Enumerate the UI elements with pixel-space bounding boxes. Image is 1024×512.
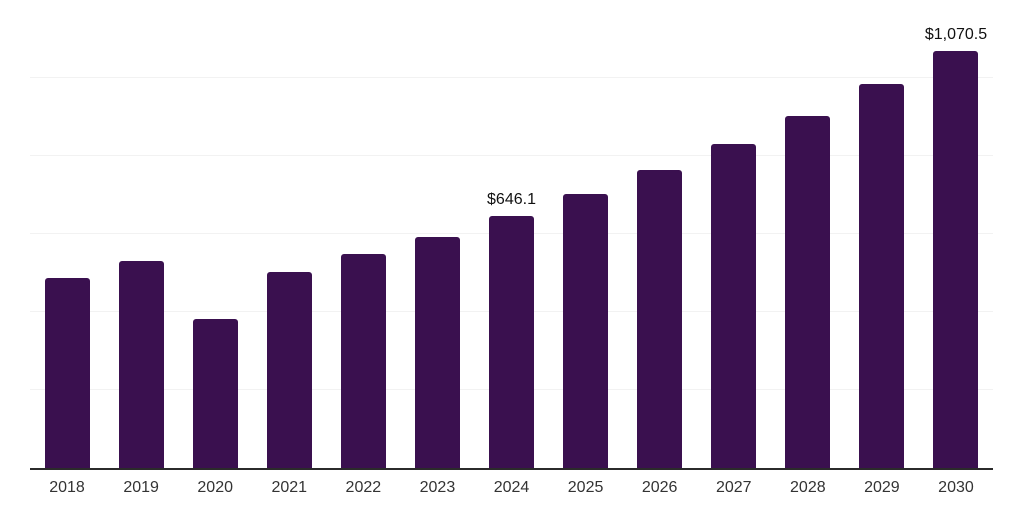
bar-2021 [266, 271, 312, 468]
x-tick-2019: 2019 [123, 479, 159, 496]
x-tick-2022: 2022 [345, 479, 382, 496]
gridline-800 [30, 155, 993, 156]
data-label-2024: $646.1 [487, 191, 536, 209]
bar-2020 [192, 319, 238, 468]
bar-slot-2029 [845, 0, 919, 468]
bar-slot-2020 [178, 0, 252, 468]
x-tick-2023: 2023 [419, 479, 456, 496]
bar-slot-2030: $1,070.5 [919, 0, 993, 468]
x-tick-2020: 2020 [197, 479, 233, 496]
x-tick-2027: 2027 [715, 479, 752, 496]
bar-slot-2022 [326, 0, 400, 468]
bar-slot-2026 [623, 0, 697, 468]
bar-slot-2019 [104, 0, 178, 468]
bar-slot-2027 [697, 0, 771, 468]
bar-slot-2021 [252, 0, 326, 468]
bar-slot-2024: $646.1 [474, 0, 548, 468]
bar-2025 [563, 193, 609, 468]
x-tick-2030: 2030 [938, 479, 974, 496]
bar-2024 [489, 216, 534, 468]
bar-slot-2028 [771, 0, 845, 468]
bar-2023 [414, 236, 460, 468]
x-tick-2025: 2025 [567, 479, 604, 496]
x-tick-2029: 2029 [864, 479, 900, 496]
bar-2019 [118, 260, 164, 468]
gridline-1000 [30, 77, 993, 78]
bar-slot-2025 [549, 0, 623, 468]
bar-2030 [933, 50, 979, 468]
bar-2027 [711, 143, 757, 468]
bar-slot-2023 [400, 0, 474, 468]
bar-2018 [44, 277, 90, 468]
bar-2028 [785, 116, 831, 468]
bars-area: $646.1 $1,070.5 [30, 0, 993, 468]
x-tick-2024: 2024 [493, 479, 530, 496]
x-tick-2021: 2021 [271, 479, 308, 496]
x-tick-2018: 2018 [49, 479, 85, 496]
x-tick-2028: 2028 [790, 479, 826, 496]
x-axis-labels: 2018 2019 2020 2021 2022 2023 2024 2025 2026 2027… [30, 470, 993, 496]
bar-2029 [859, 84, 905, 468]
bar-slot-2018 [30, 0, 104, 468]
x-tick-2026: 2026 [641, 479, 678, 496]
data-label-2030: $1,070.5 [924, 25, 988, 43]
bar-2026 [637, 170, 683, 468]
plot-area: $646.1 $1,070.5 [30, 0, 993, 470]
bar-2022 [340, 253, 386, 468]
